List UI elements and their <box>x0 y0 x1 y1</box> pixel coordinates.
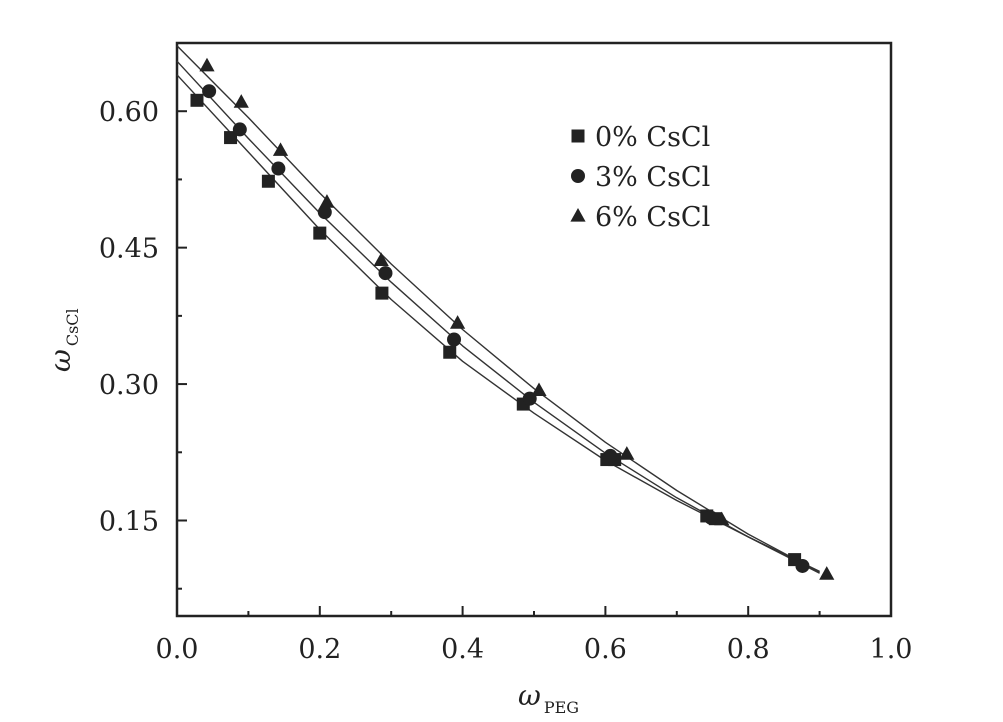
y-axis-title: ωCsCl <box>44 308 82 372</box>
x-tick-label: 0.8 <box>727 634 770 665</box>
circle-point <box>704 510 719 525</box>
y-axis: 0.15 0.30 0.45 0.60 <box>99 42 187 590</box>
y-tick-label: 0.60 <box>99 97 159 128</box>
circle-point <box>603 448 618 463</box>
x-axis: 0.0 0.2 0.4 0.6 0.8 1.0 <box>156 606 913 665</box>
legend-label: 0% CsCl <box>595 122 710 153</box>
triangle-point <box>199 57 215 72</box>
x-tick-label: 0.2 <box>298 634 341 665</box>
triangle-point <box>233 94 249 108</box>
square-point <box>224 131 238 145</box>
y-tick-label: 0.15 <box>99 507 159 538</box>
square-point <box>190 93 204 107</box>
square-point <box>261 174 275 188</box>
triangle-point <box>819 566 835 580</box>
circle-point <box>232 122 247 137</box>
square-point <box>443 345 457 359</box>
triangle-point <box>319 194 335 208</box>
legend: 0% CsCl 3% CsCl 6% CsCl <box>570 122 710 233</box>
triangle-point <box>619 446 635 460</box>
legend-triangle-marker <box>570 208 586 222</box>
legend-label: 6% CsCl <box>595 202 710 233</box>
fit-curve <box>176 45 820 573</box>
square-point <box>375 286 389 300</box>
triangle-point <box>450 315 466 329</box>
y-tick-label: 0.45 <box>99 234 159 265</box>
square-point <box>313 226 327 240</box>
legend-label: 3% CsCl <box>595 162 710 193</box>
circle-point <box>447 332 462 347</box>
circle-point <box>202 84 217 99</box>
plot-frame <box>175 41 893 618</box>
triangle-point <box>272 142 289 156</box>
fit-curve <box>176 60 820 574</box>
fitted-curves <box>176 45 820 574</box>
data-points <box>190 57 835 580</box>
x-tick-label: 0.0 <box>156 634 199 665</box>
triangle-point <box>531 382 547 397</box>
circle-point <box>795 558 810 573</box>
legend-circle-marker <box>571 169 585 183</box>
y-tick-label: 0.30 <box>99 370 159 401</box>
circle-point <box>317 205 332 220</box>
x-tick-label: 0.4 <box>441 634 484 665</box>
x-tick-label: 1.0 <box>870 634 913 665</box>
circle-point <box>271 161 286 176</box>
legend-square-marker <box>571 129 585 143</box>
fit-curve <box>176 74 820 573</box>
x-axis-title: ω PEG <box>518 679 579 717</box>
x-tick-label: 0.6 <box>584 634 627 665</box>
circle-point <box>378 266 393 281</box>
triangle-point <box>373 252 389 266</box>
triangle-point <box>714 511 730 526</box>
